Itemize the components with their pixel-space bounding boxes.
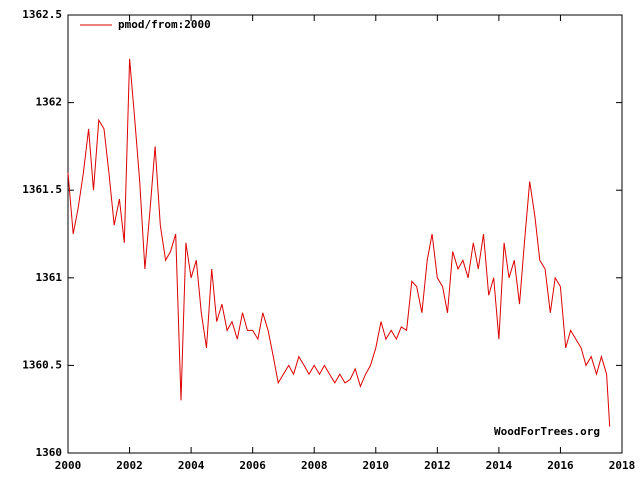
x-tick-label: 2002 xyxy=(116,459,143,472)
data-line xyxy=(67,58,611,427)
y-tick-label: 1362 xyxy=(36,96,63,109)
y-tick-label: 1361.5 xyxy=(22,183,62,196)
x-tick-label: 2012 xyxy=(424,459,451,472)
watermark: WoodForTrees.org xyxy=(494,425,600,438)
y-tick-label: 1360.5 xyxy=(22,358,62,371)
x-tick-label: 2016 xyxy=(547,459,574,472)
x-tick-label: 2014 xyxy=(486,459,513,472)
x-tick-label: 2008 xyxy=(301,459,328,472)
x-tick-label: 2010 xyxy=(363,459,390,472)
y-tick-label: 1362.5 xyxy=(22,8,62,21)
x-tick-label: 2006 xyxy=(239,459,266,472)
x-tick-label: 2004 xyxy=(178,459,205,472)
y-tick-label: 1361 xyxy=(36,271,63,284)
legend-label: pmod/from:2000 xyxy=(118,18,211,31)
y-tick-label: 1360 xyxy=(36,446,63,459)
x-tick-label: 2018 xyxy=(609,459,636,472)
x-tick-label: 2000 xyxy=(55,459,82,472)
plot-frame xyxy=(67,14,623,454)
